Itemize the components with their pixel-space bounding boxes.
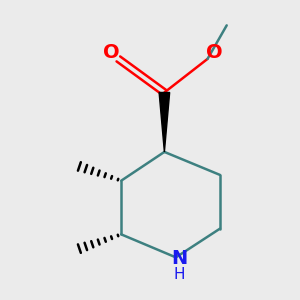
Text: O: O — [103, 43, 120, 62]
Polygon shape — [159, 92, 170, 152]
Text: H: H — [174, 267, 185, 282]
Text: N: N — [172, 249, 188, 268]
Text: O: O — [206, 43, 223, 62]
